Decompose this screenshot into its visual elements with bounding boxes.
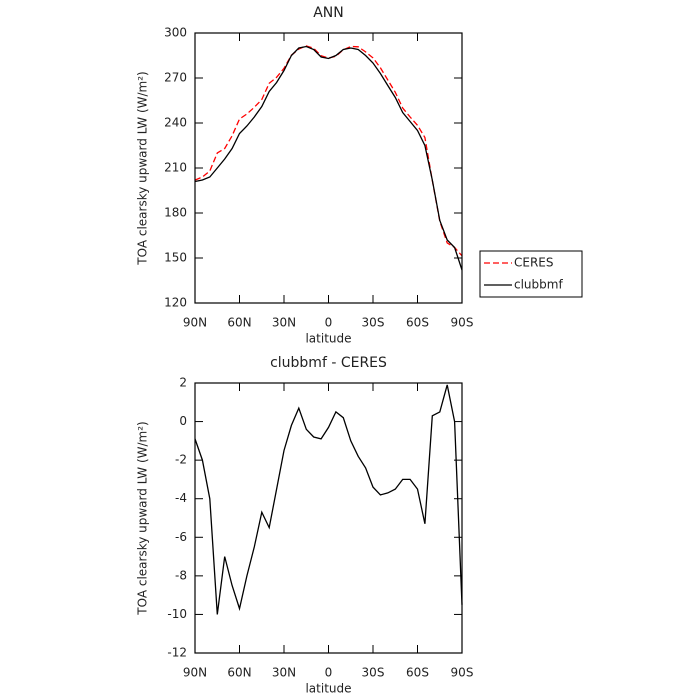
x-tick-label: 90N bbox=[183, 316, 207, 330]
y-tick-label: 120 bbox=[164, 296, 187, 310]
y-axis-label: TOA clearsky upward LW (W/m²) bbox=[136, 71, 150, 265]
x-tick-label: 60N bbox=[227, 316, 251, 330]
x-tick-label: 90S bbox=[451, 666, 474, 680]
y-tick-label: 300 bbox=[164, 26, 187, 40]
y-tick-label: 150 bbox=[164, 251, 187, 265]
chart-title: clubbmf - CERES bbox=[270, 355, 387, 371]
x-tick-label: 90S bbox=[451, 316, 474, 330]
series-line bbox=[194, 384, 463, 615]
y-tick-label: -10 bbox=[167, 607, 187, 621]
chart-title: ANN bbox=[313, 5, 344, 21]
y-tick-label: -2 bbox=[175, 453, 187, 467]
y-tick-label: 0 bbox=[179, 414, 187, 428]
x-tick-label: 30S bbox=[362, 666, 385, 680]
series-line bbox=[194, 45, 463, 271]
series-line bbox=[194, 45, 463, 257]
y-tick-label: 210 bbox=[164, 161, 187, 175]
x-tick-label: 30N bbox=[272, 666, 296, 680]
legend-box bbox=[479, 250, 583, 298]
x-axis-label: latitude bbox=[305, 332, 351, 346]
x-tick-label: 0 bbox=[325, 666, 333, 680]
plot-frame bbox=[194, 382, 463, 654]
plot-frame bbox=[194, 32, 463, 304]
y-tick-label: 180 bbox=[164, 206, 187, 220]
y-tick-label: 270 bbox=[164, 71, 187, 85]
y-tick-label: -12 bbox=[167, 646, 187, 660]
y-tick-label: -8 bbox=[175, 568, 187, 582]
x-tick-label: 30N bbox=[272, 316, 296, 330]
y-tick-label: 240 bbox=[164, 116, 187, 130]
y-tick-label: 2 bbox=[179, 376, 187, 390]
x-tick-label: 60S bbox=[406, 316, 429, 330]
x-tick-label: 90N bbox=[183, 666, 207, 680]
x-tick-label: 60S bbox=[406, 666, 429, 680]
x-tick-label: 60N bbox=[227, 666, 251, 680]
legend-label: clubbmf bbox=[514, 278, 563, 292]
x-tick-label: 30S bbox=[362, 316, 385, 330]
x-axis-label: latitude bbox=[305, 682, 351, 696]
y-axis-label: TOA clearsky upward LW (W/m²) bbox=[136, 421, 150, 615]
y-tick-label: -4 bbox=[175, 491, 187, 505]
y-tick-label: -6 bbox=[175, 530, 187, 544]
legend-label: CERES bbox=[514, 256, 554, 270]
x-tick-label: 0 bbox=[325, 316, 333, 330]
